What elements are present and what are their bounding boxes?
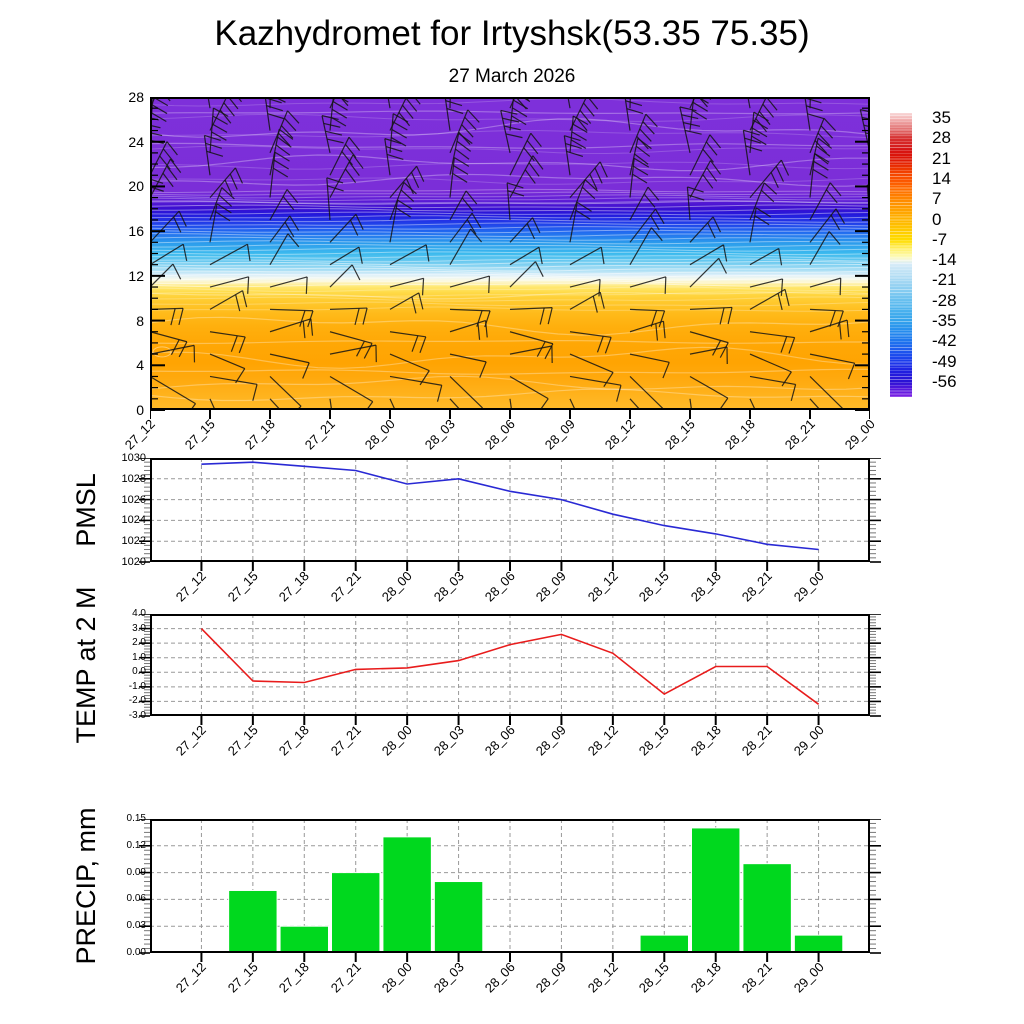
temp-plot (139, 614, 881, 725)
temp-gridlines (150, 614, 870, 716)
cross-section-y-tick-label: 12 (128, 267, 144, 284)
pmsl-y-tick-label: 1028 (121, 472, 146, 485)
precip-axis-title: PRECIP, mm (71, 807, 101, 965)
colorbar-tick-label: -35 (932, 311, 957, 331)
pmsl-plot (139, 458, 881, 571)
precip-bar (793, 934, 844, 954)
precip-x-tick-label: 28_03 (430, 959, 467, 996)
colorbar-tick-label: -56 (932, 372, 957, 392)
colorbar-tick-label: -14 (932, 250, 957, 270)
colorbar-tick-label: -42 (932, 331, 957, 351)
temp-x-tick-label: 28_12 (584, 722, 621, 759)
precip-x-tick-label: 27_12 (173, 959, 210, 996)
precip-bar (331, 872, 381, 954)
colorbar-stripes (890, 113, 912, 397)
temp-x-tick-label: 28_00 (378, 722, 416, 759)
temp-y-tick-label: 1.0 (132, 651, 146, 663)
colorbar-tick-label: -21 (932, 270, 957, 290)
precip-bar (639, 934, 690, 954)
temp-axes (139, 614, 881, 725)
temp-x-tick-label: 28_21 (738, 722, 776, 759)
precip-bar (742, 863, 792, 954)
temp-y-tick-label: 2.0 (132, 637, 146, 649)
colorbar-tick-label: 7 (932, 189, 942, 209)
precip-bar (279, 925, 329, 954)
temp-x-tick-label: 28_09 (533, 722, 570, 759)
cross-section-y-tick-label: 0 (136, 402, 144, 418)
precip-x-tick-label: 28_15 (636, 959, 673, 996)
pmsl-y-tick-label: 1024 (121, 514, 146, 527)
precip-x-tick-label: 28_12 (584, 959, 621, 996)
cross-section-y-tick-label: 24 (128, 133, 144, 150)
precip-y-tick-label: 0.15 (126, 813, 146, 824)
cross-section-y-tick-label: 4 (136, 357, 144, 374)
page-title: Kazhydromet for Irtyshsk(53.35 75.35) (214, 14, 810, 53)
temp-x-tick-label: 28_18 (687, 722, 724, 759)
cross-section-axes (150, 97, 870, 419)
temp-y-tick-label: -3.0 (128, 710, 146, 721)
pmsl-gridlines (150, 458, 870, 562)
precip-bar (433, 881, 484, 954)
temp-x-tick-label: 28_06 (481, 722, 518, 759)
pmsl-y-tick-label: 1020 (121, 556, 146, 568)
temp-line (200, 628, 820, 705)
temp-y-tick-label: 0.0 (132, 666, 146, 678)
temp-y-tick-label: -1.0 (128, 680, 146, 692)
precip-x-tick-label: 28_09 (533, 959, 570, 996)
precip-bar (691, 827, 741, 954)
precip-y-tick-label: 0.03 (126, 920, 146, 932)
colorbar-tick-label: 28 (932, 128, 951, 148)
colorbar-tick-label: -49 (932, 351, 957, 371)
pmsl-y-tick-label: 1022 (121, 535, 146, 548)
precip-y-tick-label: 0.06 (126, 893, 146, 905)
precip-bar (382, 836, 432, 954)
precip-x-tick-label: 27_21 (327, 959, 364, 996)
precip-x-tick-label: 28_18 (687, 959, 724, 996)
precip-x-tick-label: 29_00 (790, 959, 827, 996)
colorbar (890, 113, 912, 397)
temp-x-tick-label: 27_18 (276, 722, 313, 759)
page-subtitle: 27 March 2026 (448, 66, 576, 87)
temp-y-tick-label: -2.0 (128, 695, 146, 707)
temp-y-tick-label: 4.0 (132, 608, 146, 619)
temp-x-tick-label: 27_15 (224, 722, 261, 759)
pmsl-y-tick-label: 1030 (121, 452, 146, 464)
pmsl-line (201, 461, 819, 551)
precip-plot (139, 819, 881, 962)
colorbar-tick-label: 14 (932, 168, 951, 188)
temp-y-tick-label: 3.0 (132, 622, 146, 634)
precip-axes (139, 819, 881, 962)
colorbar-tick-label: -28 (932, 290, 957, 310)
pmsl-y-tick-label: 1026 (121, 493, 146, 506)
precip-x-tick-label: 27_18 (276, 959, 313, 996)
precip-x-tick-label: 28_00 (378, 959, 416, 996)
temp-x-tick-label: 28_03 (430, 722, 467, 759)
colorbar-tick-label: -7 (932, 229, 948, 249)
precip-y-tick-label: 0.00 (126, 947, 146, 958)
temp-x-tick-label: 28_15 (636, 722, 673, 759)
cross-section-y-tick-label: 20 (128, 178, 144, 195)
colorbar-tick-label: 0 (932, 209, 942, 229)
temp-x-tick-label: 29_00 (790, 722, 827, 759)
pmsl-axes (139, 458, 881, 571)
wind-barbs (150, 97, 870, 410)
colorbar-tick-label: 35 (932, 108, 951, 127)
temp-x-tick-label: 27_12 (173, 722, 210, 759)
cross-section-y-tick-label: 16 (128, 223, 144, 240)
cross-section-y-tick-label: 8 (136, 312, 144, 329)
temperature-field (150, 97, 870, 410)
contour-striations (150, 98, 870, 402)
precip-y-tick-label: 0.12 (126, 839, 146, 851)
colorbar-tick-label: 21 (932, 148, 951, 168)
precip-bars (228, 827, 844, 954)
precip-y-tick-label: 0.09 (126, 866, 146, 878)
precip-x-tick-label: 27_15 (224, 959, 261, 996)
temp-x-tick-label: 27_21 (327, 722, 364, 759)
precip-bar (228, 889, 278, 954)
precip-x-tick-label: 28_06 (481, 959, 518, 996)
cross-section-y-tick-label: 28 (128, 89, 144, 105)
precip-x-tick-label: 28_21 (738, 959, 776, 996)
cross-section-plot (150, 97, 870, 419)
